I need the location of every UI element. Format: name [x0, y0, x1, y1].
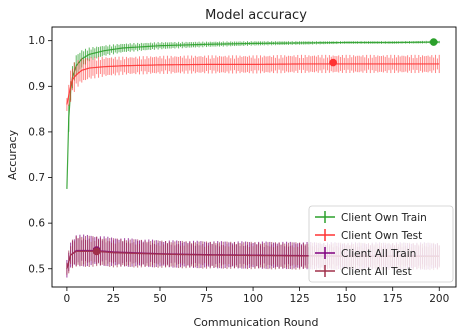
x-tick-label: 0: [64, 293, 71, 305]
series-1: [66, 54, 440, 111]
axes: 0 25 50 75 100 125 150 175 200 0.5 0.6 0.7 0.8 0.9 1.0: [28, 26, 457, 305]
legend-box: [308, 205, 454, 283]
legend-entry-0: Client Own Train: [315, 211, 427, 224]
legend-entry-2: Client All Train: [315, 247, 416, 260]
best-point-marker: [92, 247, 101, 256]
x-tick-label: 50: [153, 293, 166, 305]
x-tick-label: 125: [290, 293, 310, 305]
y-tick-label: 0.6: [28, 218, 45, 230]
chart-title: Model accuracy: [205, 8, 307, 23]
y-tick-label: 0.9: [28, 81, 45, 93]
y-tick-label: 1.0: [28, 35, 45, 47]
x-tick-label: 200: [429, 293, 449, 305]
y-tick-label: 0.8: [28, 126, 45, 138]
x-tick-label: 100: [243, 293, 263, 305]
legend-entry-3: Client All Test: [315, 265, 412, 278]
best-point-marker: [429, 38, 438, 46]
y-tick-label: 0.5: [28, 263, 45, 275]
plot-area: [66, 38, 440, 278]
plot-frame: [51, 26, 457, 288]
x-axis-label: Communication Round: [193, 316, 318, 329]
x-tick-label: 150: [336, 293, 356, 305]
legend: Client Own Train Client Own Test Client Al…: [308, 205, 454, 283]
best-point-marker: [329, 58, 337, 67]
legend-label: Client All Train: [341, 248, 416, 260]
x-tick-label: 175: [383, 293, 403, 305]
x-tick-label: 75: [200, 293, 213, 305]
legend-label: Client Own Train: [341, 212, 427, 224]
series-line: [66, 63, 440, 105]
legend-label: Client All Test: [341, 266, 412, 278]
legend-entry-1: Client Own Test: [315, 229, 422, 242]
series-line: [66, 41, 440, 189]
x-tick-label: 25: [107, 293, 120, 305]
legend-label: Client Own Test: [341, 230, 422, 242]
y-tick-label: 0.7: [28, 172, 45, 184]
y-axis-label: Accuracy: [6, 129, 19, 180]
